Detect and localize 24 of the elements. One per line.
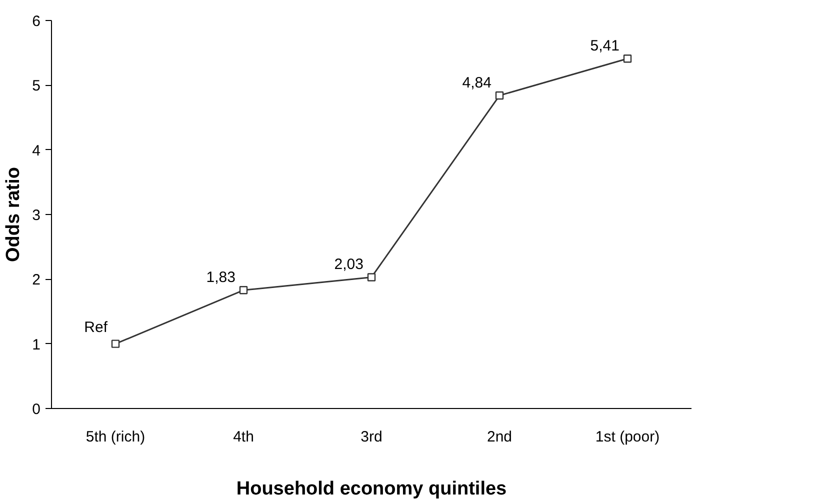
point	[623, 54, 632, 63]
y-tick-label: 4	[32, 142, 40, 160]
x-tick-label: 4th	[233, 428, 254, 446]
point	[495, 91, 504, 100]
y-tick-label: 2	[32, 272, 40, 289]
y-tick-label: 1	[32, 336, 40, 354]
data-label: 1,83	[206, 269, 236, 286]
y-axis-title: Odds ratio	[3, 166, 24, 262]
point	[367, 273, 376, 282]
y-tick-label: 5	[32, 78, 40, 95]
x-tick-label: 3rd	[360, 428, 382, 446]
y-tick-label: 3	[32, 207, 40, 224]
x-tick-label: 2nd	[486, 428, 512, 446]
y-tick-label: 0	[32, 401, 40, 418]
data-label: 5,41	[590, 38, 620, 55]
point	[111, 340, 120, 348]
data-label: 4,84	[462, 74, 492, 92]
y-tick-label: 6	[32, 13, 40, 30]
point	[239, 286, 248, 294]
x-tick-label: 5th (rich)	[86, 428, 146, 446]
x-axis-title: Household economy quintiles	[236, 478, 507, 500]
data-label: 2,03	[334, 256, 364, 274]
x-tick-label: 1st (poor)	[595, 428, 660, 446]
data-label: Ref	[84, 318, 108, 336]
